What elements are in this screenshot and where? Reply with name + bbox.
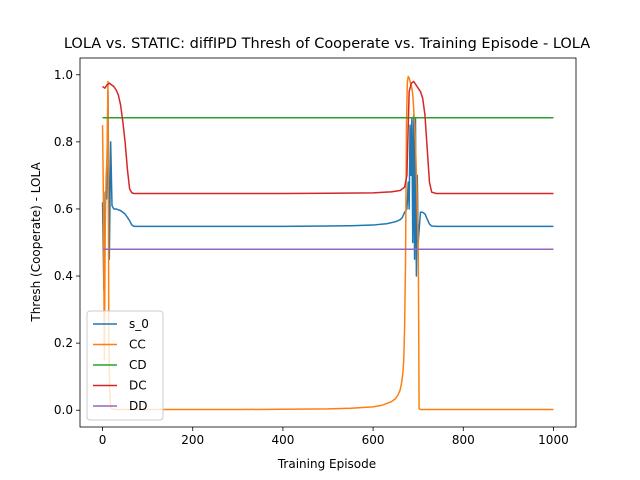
series-line-dc xyxy=(102,80,554,195)
x-tick-label: 400 xyxy=(271,433,294,447)
y-tick-label: 0.8 xyxy=(54,135,73,149)
y-tick-label: 0.6 xyxy=(54,202,73,216)
chart-title: LOLA vs. STATIC: diffIPD Thresh of Coope… xyxy=(64,36,590,52)
legend-label-cc: CC xyxy=(129,338,146,352)
y-axis-label: Thresh (Cooperate) - LOLA xyxy=(29,162,43,323)
legend-label-s-0: s_0 xyxy=(129,317,149,331)
x-tick-label: 600 xyxy=(362,433,385,447)
y-tick-label: 1.0 xyxy=(54,68,73,82)
x-tick-label: 200 xyxy=(181,433,204,447)
x-axis-label: Training Episode xyxy=(277,457,376,471)
legend-label-cd: CD xyxy=(129,358,147,372)
plot-area: 0 200 400 600 800 1000 0.0 0.2 0.4 0.6 0.8 1.0 s_0 CC… xyxy=(54,57,577,447)
y-tick-label: 0.4 xyxy=(54,269,73,283)
y-tick-label: 0.2 xyxy=(54,336,73,350)
x-tick-label: 800 xyxy=(452,433,475,447)
x-tick-label: 1000 xyxy=(538,433,569,447)
legend-box xyxy=(86,310,164,421)
axes-frame xyxy=(79,57,577,428)
x-tick-label: 0 xyxy=(99,433,107,447)
legend-label-dc: DC xyxy=(129,379,147,393)
y-tick-label: 0.0 xyxy=(54,403,73,417)
legend-label-dd: DD xyxy=(129,399,147,413)
series-line-s-0 xyxy=(101,90,554,291)
